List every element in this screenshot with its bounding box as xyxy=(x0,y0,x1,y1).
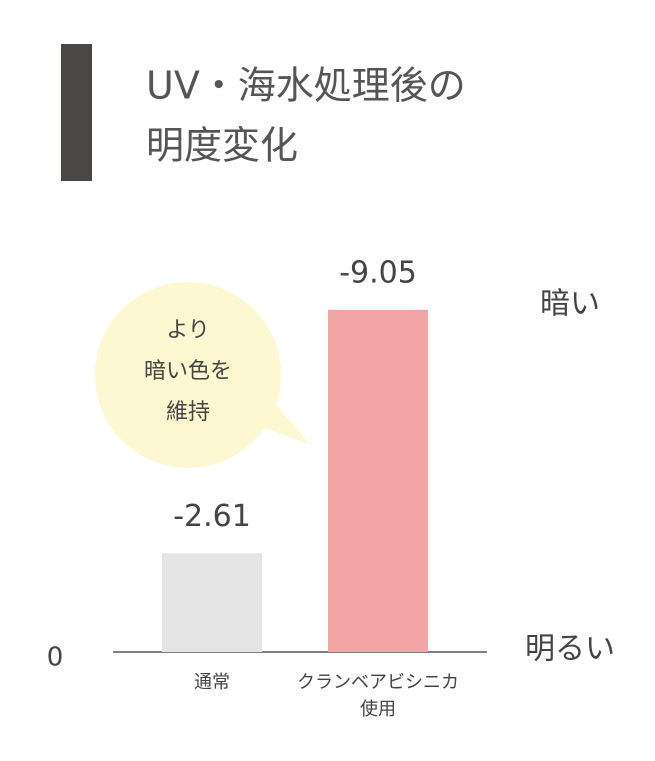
bar xyxy=(162,553,262,652)
y-axis-top-label: 暗い xyxy=(540,287,600,322)
annotation: 暗い色を xyxy=(144,359,232,384)
y-tick-label: 0 xyxy=(47,643,64,673)
y-axis-bottom-label: 明るい xyxy=(525,632,615,667)
x-tick-label: 使用 xyxy=(360,699,396,720)
x-tick-label: クランベアビシニカ xyxy=(297,672,459,693)
annotation: より xyxy=(166,318,210,343)
bar xyxy=(328,309,428,652)
bubble xyxy=(95,282,281,468)
chart-title: 明度変化 xyxy=(146,124,298,168)
value-label: -9.05 xyxy=(339,255,417,290)
annotation: 維持 xyxy=(166,400,210,425)
value-label: -2.61 xyxy=(173,499,251,534)
x-tick-label: 通常 xyxy=(194,672,230,693)
chart-title: UV・海水処理後の xyxy=(146,64,466,108)
title-accent xyxy=(61,44,92,181)
